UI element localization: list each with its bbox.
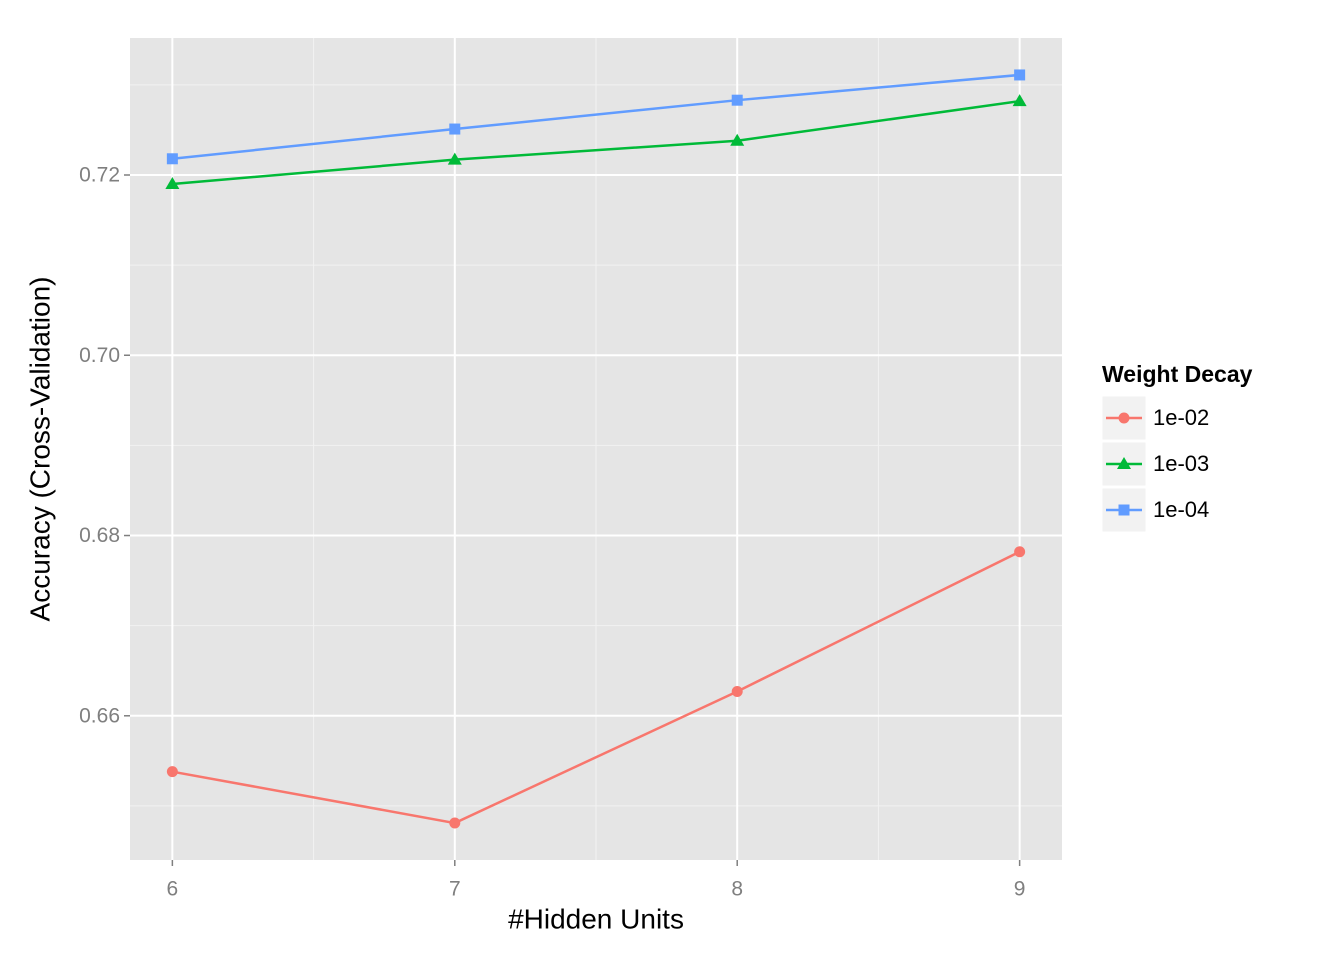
- series-line: [172, 73, 1020, 161]
- y-tick-label: 0.68: [79, 524, 120, 547]
- data-point: [449, 817, 461, 829]
- x-tick-label: 6: [167, 878, 179, 901]
- series-line: [172, 550, 1021, 825]
- y-tick-label: 0.70: [79, 344, 120, 367]
- data-point: [1014, 69, 1026, 81]
- legend-label: 1e-04: [1153, 497, 1209, 522]
- y-axis-title: Accuracy (Cross-Validation): [24, 277, 55, 622]
- data-point: [166, 766, 178, 778]
- legend-marker: [1118, 412, 1130, 424]
- legend-marker: [1117, 457, 1131, 469]
- x-tick-label: 9: [1014, 878, 1026, 901]
- data-point: [166, 153, 178, 165]
- data-point: [730, 133, 745, 146]
- y-tick-label: 0.72: [79, 164, 120, 187]
- data-point: [165, 177, 180, 190]
- data-point: [449, 123, 461, 135]
- data-point: [1014, 546, 1026, 558]
- legend-marker: [1118, 504, 1130, 516]
- series-line: [172, 99, 1020, 186]
- x-axis-title: #Hidden Units: [508, 903, 684, 934]
- x-tick-label: 8: [731, 878, 743, 901]
- y-tick-label: 0.66: [79, 704, 120, 727]
- legend-title: Weight Decay: [1102, 361, 1253, 387]
- data-point: [1012, 94, 1027, 107]
- data-point: [447, 152, 462, 165]
- data-point: [731, 685, 743, 697]
- legend-label: 1e-02: [1153, 405, 1209, 430]
- legend-label: 1e-03: [1153, 451, 1209, 476]
- x-tick-label: 7: [449, 878, 461, 901]
- data-point: [731, 94, 743, 106]
